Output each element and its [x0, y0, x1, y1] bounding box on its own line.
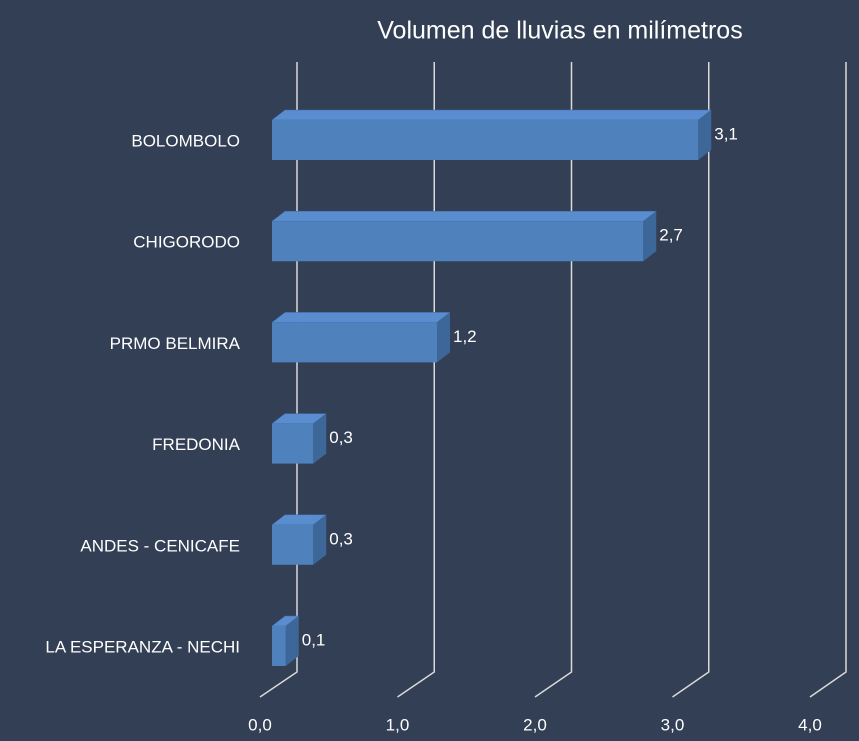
- grid-line: [534, 62, 573, 698]
- grid-line: [397, 62, 435, 698]
- data-label: 0,1: [302, 630, 326, 649]
- bar-side: [313, 413, 327, 464]
- bar: [271, 514, 327, 565]
- bar-side: [643, 211, 657, 262]
- y-tick-label: CHIGORODO: [133, 233, 240, 252]
- data-label: 0,3: [329, 529, 353, 548]
- bar-side: [698, 110, 712, 160]
- y-tick-label: ANDES - CENICAFE: [80, 536, 240, 555]
- bar-top: [271, 109, 712, 121]
- bar-front: [272, 322, 437, 363]
- x-tick-label: 1,0: [386, 715, 410, 734]
- grid-line: [672, 62, 710, 698]
- x-tick-label: 2,0: [523, 715, 547, 734]
- bar-side: [437, 312, 450, 363]
- bar-front: [272, 524, 314, 565]
- grid-line: [809, 62, 847, 698]
- y-tick-label: PRMO BELMIRA: [110, 334, 241, 353]
- data-label: 1,2: [453, 327, 477, 346]
- x-tick-label: 4,0: [798, 715, 822, 734]
- bar: [271, 210, 657, 262]
- bar: [271, 312, 451, 363]
- bar-front: [272, 626, 286, 666]
- data-label: 2,7: [659, 226, 683, 245]
- y-tick-label: LA ESPERANZA - NECHI: [45, 637, 240, 656]
- bar: [271, 413, 327, 464]
- x-tick-label: 3,0: [661, 715, 685, 734]
- grid-line: [259, 62, 298, 698]
- y-tick-label: FREDONIA: [152, 435, 241, 454]
- bar-top: [271, 312, 451, 323]
- data-label: 3,1: [714, 124, 738, 143]
- bar-side: [313, 514, 327, 565]
- x-tick-label: 0,0: [248, 715, 272, 734]
- bar-side: [285, 616, 299, 666]
- bar-front: [272, 120, 699, 160]
- bar: [271, 615, 300, 666]
- data-label: 0,3: [329, 428, 353, 447]
- bar-front: [272, 423, 314, 464]
- bar: [271, 109, 712, 160]
- y-tick-label: BOLOMBOLO: [131, 131, 240, 150]
- bar-front: [272, 221, 644, 262]
- chart-title: Volumen de lluvias en milímetros: [377, 17, 742, 45]
- bar-top: [271, 210, 657, 222]
